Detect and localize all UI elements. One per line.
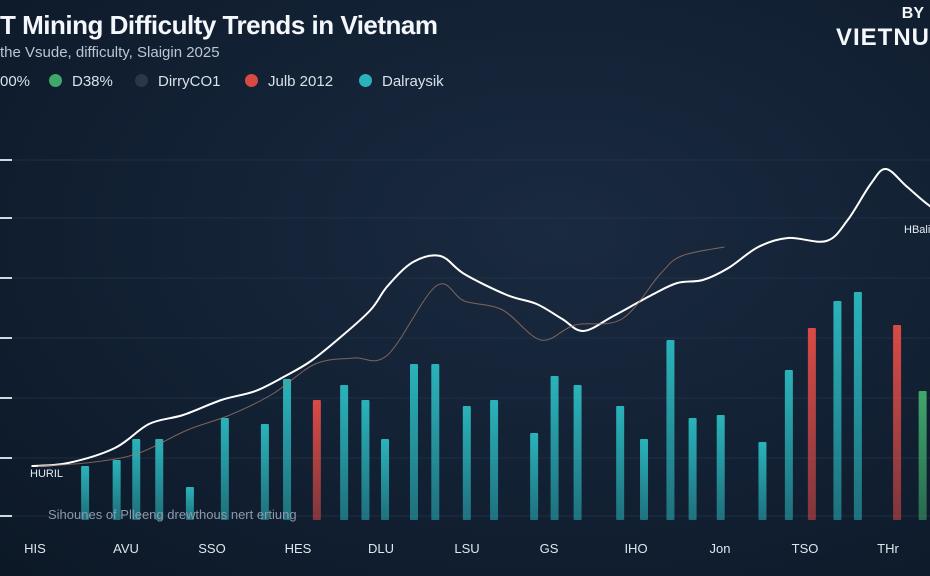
- bar-20: [640, 439, 649, 520]
- legend-item-3: Julb 2012: [245, 73, 333, 90]
- bar-10: [361, 400, 370, 520]
- bar-1: [112, 460, 121, 520]
- bar-12: [409, 364, 418, 520]
- x-tick-label-8: Jon: [710, 541, 731, 556]
- x-tick-label-1: AVU: [113, 541, 139, 556]
- bar-22: [688, 418, 697, 520]
- line-series: [31, 168, 930, 467]
- bar-25: [784, 370, 793, 520]
- brand-name: VIETNU: [835, 24, 930, 51]
- bar-29: [893, 325, 902, 520]
- chart-footnote: Sihounes of Plleeng drewthous nert ertiu…: [48, 507, 297, 522]
- bar-14: [462, 406, 471, 520]
- bar-5: [220, 418, 229, 520]
- x-tick-label-9: TSO: [792, 541, 819, 556]
- x-tick-label-0: HIS: [24, 541, 46, 556]
- legend-label: 00%: [0, 73, 31, 90]
- bar-21: [666, 340, 675, 520]
- legend-dot-red: [245, 74, 258, 87]
- legend-item-0: 00%: [0, 73, 30, 90]
- bar-7: [283, 379, 292, 520]
- bar-9: [340, 385, 349, 520]
- bar-28: [853, 292, 862, 520]
- bar-3: [155, 439, 164, 520]
- bar-0: [81, 466, 90, 520]
- bar-8: [312, 400, 321, 520]
- chart-title: T Mining Difficulty Trends in Vietnam: [0, 10, 438, 40]
- bar-19: [616, 406, 625, 520]
- bar-series: [81, 292, 927, 520]
- bar-27: [833, 301, 842, 520]
- x-axis-labels: HIS AVU SSO HES DLU LSU GS IHO Jon TSO THr: [24, 541, 899, 556]
- brand-logo: BY VIETNU: [836, 6, 930, 50]
- legend-item-1: D38%: [49, 73, 113, 90]
- annotation-left: HURIL: [30, 468, 64, 480]
- legend-dot-green: [49, 74, 62, 87]
- x-tick-label-4: DLU: [368, 541, 394, 556]
- legend-label: Julb 2012: [268, 73, 334, 90]
- x-tick-label-10: THr: [877, 541, 899, 556]
- x-tick-label-5: LSU: [454, 541, 479, 556]
- legend-label: DirryCO1: [158, 73, 221, 90]
- bar-2: [132, 439, 141, 520]
- x-tick-label-6: GS: [540, 541, 559, 556]
- annotation-right: HBali: [904, 224, 930, 236]
- legend-label: Dalraysik: [382, 73, 444, 90]
- x-tick-label-2: SSO: [198, 541, 225, 556]
- bar-15: [490, 400, 499, 520]
- legend-item-4: Dalraysik: [359, 73, 444, 90]
- bar-6: [260, 424, 269, 520]
- x-tick-label-7: IHO: [624, 541, 647, 556]
- bar-23: [716, 415, 725, 520]
- legend-item-2: DirryCO1: [135, 73, 221, 90]
- bar-17: [550, 376, 559, 520]
- series-line-0: [31, 168, 930, 467]
- legend-label: D38%: [72, 73, 113, 90]
- legend-dot-teal: [359, 74, 372, 87]
- bar-24: [758, 442, 767, 520]
- bar-26: [807, 328, 816, 520]
- bar-16: [530, 433, 539, 520]
- chart-subtitle: the Vsude, difficulty, Slaigin 2025: [0, 44, 220, 61]
- x-tick-label-3: HES: [285, 541, 312, 556]
- y-tick-marks: [0, 159, 12, 517]
- bar-13: [431, 364, 440, 520]
- bar-30: [918, 391, 927, 520]
- brand-by: BY: [901, 5, 924, 22]
- bar-4: [185, 487, 194, 520]
- series-line-1: [37, 246, 725, 467]
- legend-dot-dark: [135, 74, 148, 87]
- bar-11: [381, 439, 390, 520]
- bar-18: [573, 385, 582, 520]
